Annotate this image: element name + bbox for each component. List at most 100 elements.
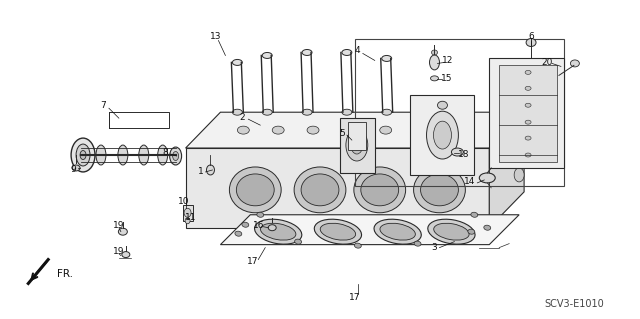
Ellipse shape (207, 165, 214, 175)
Ellipse shape (342, 49, 352, 56)
Ellipse shape (429, 55, 440, 70)
Text: 2: 2 (239, 113, 245, 122)
Ellipse shape (232, 59, 243, 65)
Text: 11: 11 (185, 213, 196, 222)
Text: 5: 5 (339, 129, 345, 137)
Ellipse shape (262, 52, 272, 58)
Ellipse shape (302, 49, 312, 56)
Ellipse shape (157, 145, 168, 165)
Text: 3: 3 (431, 243, 437, 252)
Ellipse shape (118, 228, 127, 235)
Ellipse shape (262, 109, 272, 115)
Ellipse shape (354, 167, 406, 213)
Polygon shape (499, 65, 557, 162)
Ellipse shape (471, 212, 478, 217)
Bar (355, 39, 564, 186)
Ellipse shape (260, 223, 296, 240)
Ellipse shape (451, 148, 463, 156)
Ellipse shape (301, 174, 339, 206)
Bar (182, 205, 193, 221)
Ellipse shape (468, 229, 475, 234)
Text: 9: 9 (70, 166, 76, 174)
Ellipse shape (355, 243, 362, 248)
Ellipse shape (514, 168, 524, 182)
Text: 8: 8 (163, 147, 168, 157)
Text: 10: 10 (178, 197, 189, 206)
Bar (348, 122, 366, 150)
Ellipse shape (381, 56, 392, 62)
Polygon shape (220, 215, 519, 245)
Ellipse shape (80, 151, 86, 160)
Ellipse shape (342, 109, 352, 115)
Text: 6: 6 (528, 32, 534, 41)
Ellipse shape (139, 145, 148, 165)
Ellipse shape (525, 136, 531, 140)
Ellipse shape (374, 219, 421, 244)
Ellipse shape (118, 145, 128, 165)
Ellipse shape (525, 153, 531, 157)
Ellipse shape (380, 223, 415, 240)
Ellipse shape (314, 219, 362, 244)
Ellipse shape (361, 174, 399, 206)
Text: 15: 15 (441, 74, 452, 83)
Ellipse shape (525, 103, 531, 107)
Ellipse shape (434, 223, 469, 240)
Ellipse shape (426, 111, 458, 159)
Ellipse shape (525, 120, 531, 124)
Bar (410, 95, 474, 175)
Ellipse shape (351, 136, 363, 154)
Bar (340, 118, 375, 173)
Ellipse shape (438, 101, 447, 109)
Ellipse shape (525, 86, 531, 90)
Polygon shape (186, 112, 524, 148)
Ellipse shape (347, 126, 359, 134)
Text: 13: 13 (210, 32, 221, 41)
Text: 20: 20 (541, 58, 553, 67)
Text: 19: 19 (113, 221, 125, 230)
Ellipse shape (413, 167, 465, 213)
Ellipse shape (185, 218, 190, 224)
Ellipse shape (76, 144, 90, 166)
Text: SCV3-E1010: SCV3-E1010 (544, 299, 604, 309)
Ellipse shape (479, 173, 495, 183)
Ellipse shape (294, 239, 301, 244)
Ellipse shape (242, 222, 249, 227)
Ellipse shape (268, 225, 276, 231)
Ellipse shape (255, 219, 302, 244)
Ellipse shape (449, 126, 461, 134)
Text: 16: 16 (253, 221, 264, 230)
Ellipse shape (71, 138, 95, 172)
Ellipse shape (96, 145, 106, 165)
Ellipse shape (294, 167, 346, 213)
Text: 4: 4 (355, 46, 361, 55)
Ellipse shape (525, 70, 531, 74)
Text: 14: 14 (463, 177, 475, 186)
Ellipse shape (232, 109, 243, 115)
Ellipse shape (235, 231, 242, 236)
Ellipse shape (428, 219, 475, 244)
Ellipse shape (170, 147, 182, 165)
Ellipse shape (307, 126, 319, 134)
Ellipse shape (380, 126, 392, 134)
Ellipse shape (257, 212, 264, 217)
Ellipse shape (184, 208, 191, 217)
Ellipse shape (415, 126, 426, 134)
Text: 12: 12 (442, 56, 453, 65)
Text: 17: 17 (246, 257, 258, 266)
Text: 17: 17 (349, 293, 360, 302)
Ellipse shape (431, 50, 438, 55)
Ellipse shape (514, 148, 524, 162)
Ellipse shape (122, 252, 130, 257)
Ellipse shape (272, 126, 284, 134)
Ellipse shape (236, 174, 274, 206)
Text: 18: 18 (458, 150, 469, 159)
Polygon shape (186, 148, 489, 228)
Ellipse shape (173, 152, 179, 160)
Ellipse shape (420, 174, 458, 206)
Ellipse shape (433, 121, 451, 149)
Ellipse shape (72, 165, 80, 171)
Ellipse shape (229, 167, 281, 213)
Text: 7: 7 (100, 101, 106, 110)
Ellipse shape (484, 225, 491, 230)
Polygon shape (489, 112, 524, 228)
